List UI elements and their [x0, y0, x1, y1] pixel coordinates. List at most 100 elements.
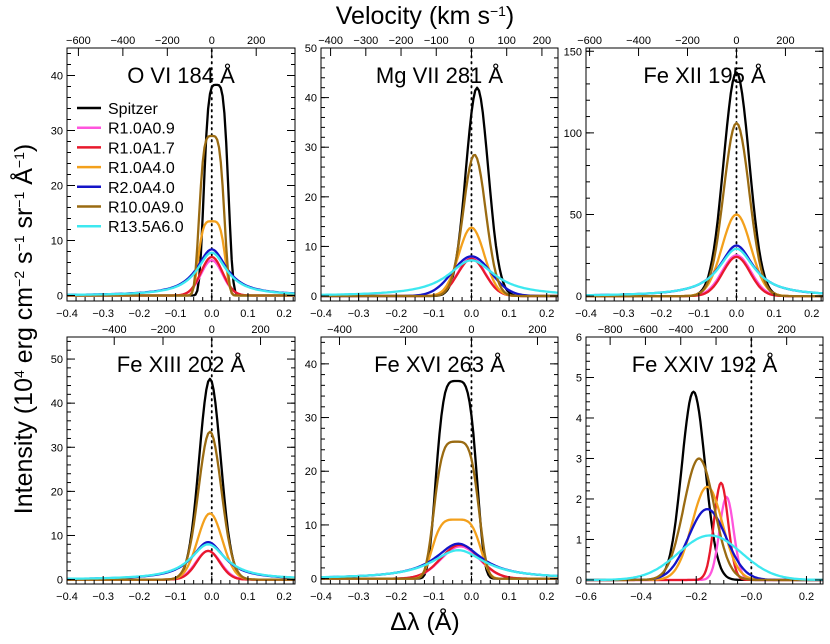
velocity-tick-label: −200 — [151, 324, 176, 336]
x-tick-label: 0.2 — [799, 591, 814, 603]
x-tick-label: −0.4 — [630, 591, 652, 603]
x-tick-label: −0.3 — [613, 308, 635, 320]
wavelength-axis-title: Δλ (Å) — [390, 606, 459, 636]
velocity-tick-label: −200 — [704, 324, 729, 336]
panel-4: −0.4 −0.3 −0.2 −0.1 0.0 0.1 0.2 −400 −200 0 200 0 10… — [51, 324, 296, 603]
x-tick-label: −0.2 — [385, 591, 407, 603]
x-tick-label: 0.0 — [729, 308, 744, 320]
y-tick-label: 5 — [576, 372, 582, 384]
panel-title: Fe XXIV 192 Å — [632, 352, 778, 377]
series-r2-0a4-0 — [586, 507, 823, 582]
y-tick-label: 4 — [576, 413, 582, 425]
series-r1-0a0-9 — [321, 256, 558, 298]
x-tick-label: −0.1 — [688, 308, 710, 320]
series-group — [321, 86, 558, 298]
velocity-tick-label: 0 — [209, 35, 215, 47]
legend-label: R2.0A4.0 — [108, 180, 175, 197]
y-tick-label: 10 — [51, 236, 63, 248]
series-r13-5a6-0 — [67, 251, 295, 296]
velocity-tick-label: −100 — [424, 35, 449, 47]
y-tick-label: 40 — [51, 398, 63, 410]
x-tick-label: 0.0 — [464, 308, 479, 320]
y-tick-label: 0 — [57, 291, 63, 303]
series-r13-5a6-0 — [321, 259, 558, 296]
y-tick-label: 2 — [576, 494, 582, 506]
y-tick-label: 30 — [305, 413, 317, 425]
x-tick-label: −0.1 — [165, 591, 187, 603]
x-tick-label: −0.2 — [650, 308, 672, 320]
legend-label: R13.5A6.0 — [108, 219, 184, 236]
velocity-tick-label: 200 — [247, 35, 265, 47]
series-spitzer — [67, 377, 295, 581]
x-tick-label: −0.4 — [575, 308, 597, 320]
x-tick-label: −0.1 — [165, 308, 187, 320]
plot-frame — [66, 336, 296, 585]
velocity-tick-label: −600 — [66, 35, 91, 47]
series-r1-0a4-0 — [586, 485, 823, 582]
velocity-tick-label: −400 — [110, 35, 135, 47]
velocity-tick-label: 0 — [748, 324, 754, 336]
series-r1-0a4-0 — [67, 512, 295, 581]
x-tick-label: 0.1 — [501, 308, 516, 320]
x-tick-label: −0.0 — [740, 591, 762, 603]
velocity-tick-label: −400 — [102, 324, 127, 336]
velocity-axis-title: Velocity (km s−1) — [336, 2, 515, 30]
velocity-tick-label: −200 — [675, 35, 700, 47]
series-spitzer — [67, 83, 295, 297]
velocity-tick-label: −200 — [155, 35, 180, 47]
y-tick-label: 20 — [51, 486, 63, 498]
x-tick-label: 0.0 — [204, 308, 219, 320]
y-tick-label: 30 — [305, 142, 317, 154]
x-tick-label: −0.2 — [685, 591, 707, 603]
velocity-tick-label: 200 — [776, 35, 794, 47]
y-tick-label: 50 — [305, 43, 317, 55]
velocity-tick-label: 0 — [468, 35, 474, 47]
velocity-tick-label: 200 — [533, 35, 551, 47]
series-r10-0a9-0 — [321, 440, 558, 580]
y-tick-label: 40 — [51, 71, 63, 83]
y-tick-label: 1 — [576, 534, 582, 546]
x-tick-label: −0.1 — [423, 308, 445, 320]
velocity-tick-label: 200 — [528, 324, 546, 336]
series-group — [586, 390, 823, 582]
plot-frame — [585, 47, 824, 302]
panel-3: −0.4 −0.3 −0.2 −0.1 0.0 0.1 0.2 −600 −400 −200 0 20… — [564, 35, 824, 320]
plot-frame — [585, 336, 824, 585]
y-tick-label: 6 — [576, 332, 582, 344]
legend-label: Spitzer — [108, 101, 158, 118]
series-spitzer — [586, 71, 823, 298]
x-tick-label: 0.0 — [464, 591, 479, 603]
velocity-tick-label: −600 — [633, 324, 658, 336]
x-tick-label: −0.2 — [385, 308, 407, 320]
y-tick-label: 40 — [305, 359, 317, 371]
x-tick-label: 0.2 — [539, 591, 554, 603]
legend-label: R1.0A1.7 — [108, 140, 175, 157]
series-group — [67, 83, 295, 297]
x-tick-label: −0.3 — [348, 591, 370, 603]
y-tick-label: 100 — [564, 128, 582, 140]
x-tick-label: −0.1 — [423, 591, 445, 603]
x-tick-label: −0.4 — [56, 591, 78, 603]
legend-label: R1.0A4.0 — [108, 160, 175, 177]
velocity-tick-label: 200 — [777, 324, 795, 336]
series-r13-5a6-0 — [67, 543, 295, 580]
y-tick-label: 50 — [51, 354, 63, 366]
x-tick-label: −0.2 — [129, 308, 151, 320]
panel-2: −0.4 −0.3 −0.2 −0.1 0.0 0.1 0.2 −400 −300 −200 −10… — [305, 35, 559, 320]
x-tick-label: −0.3 — [92, 591, 114, 603]
y-tick-label: 30 — [51, 126, 63, 138]
series-spitzer — [586, 390, 823, 582]
series-r10-0a9-0 — [321, 153, 558, 298]
velocity-tick-label: 100 — [498, 35, 516, 47]
velocity-tick-label: −300 — [353, 35, 378, 47]
velocity-tick-label: −400 — [327, 324, 352, 336]
series-r10-0a9-0 — [586, 121, 823, 298]
y-tick-label: 30 — [51, 442, 63, 454]
panel-5: −0.4 −0.3 −0.2 −0.1 0.0 0.1 0.2 −400 −200 0 200 0 10… — [305, 324, 559, 603]
velocity-tick-label: −200 — [389, 35, 414, 47]
y-tick-label: 50 — [570, 209, 582, 221]
panel-title: Fe XII 195 Å — [643, 63, 766, 88]
velocity-tick-label: 0 — [209, 324, 215, 336]
series-r1-0a1-7 — [586, 481, 823, 582]
